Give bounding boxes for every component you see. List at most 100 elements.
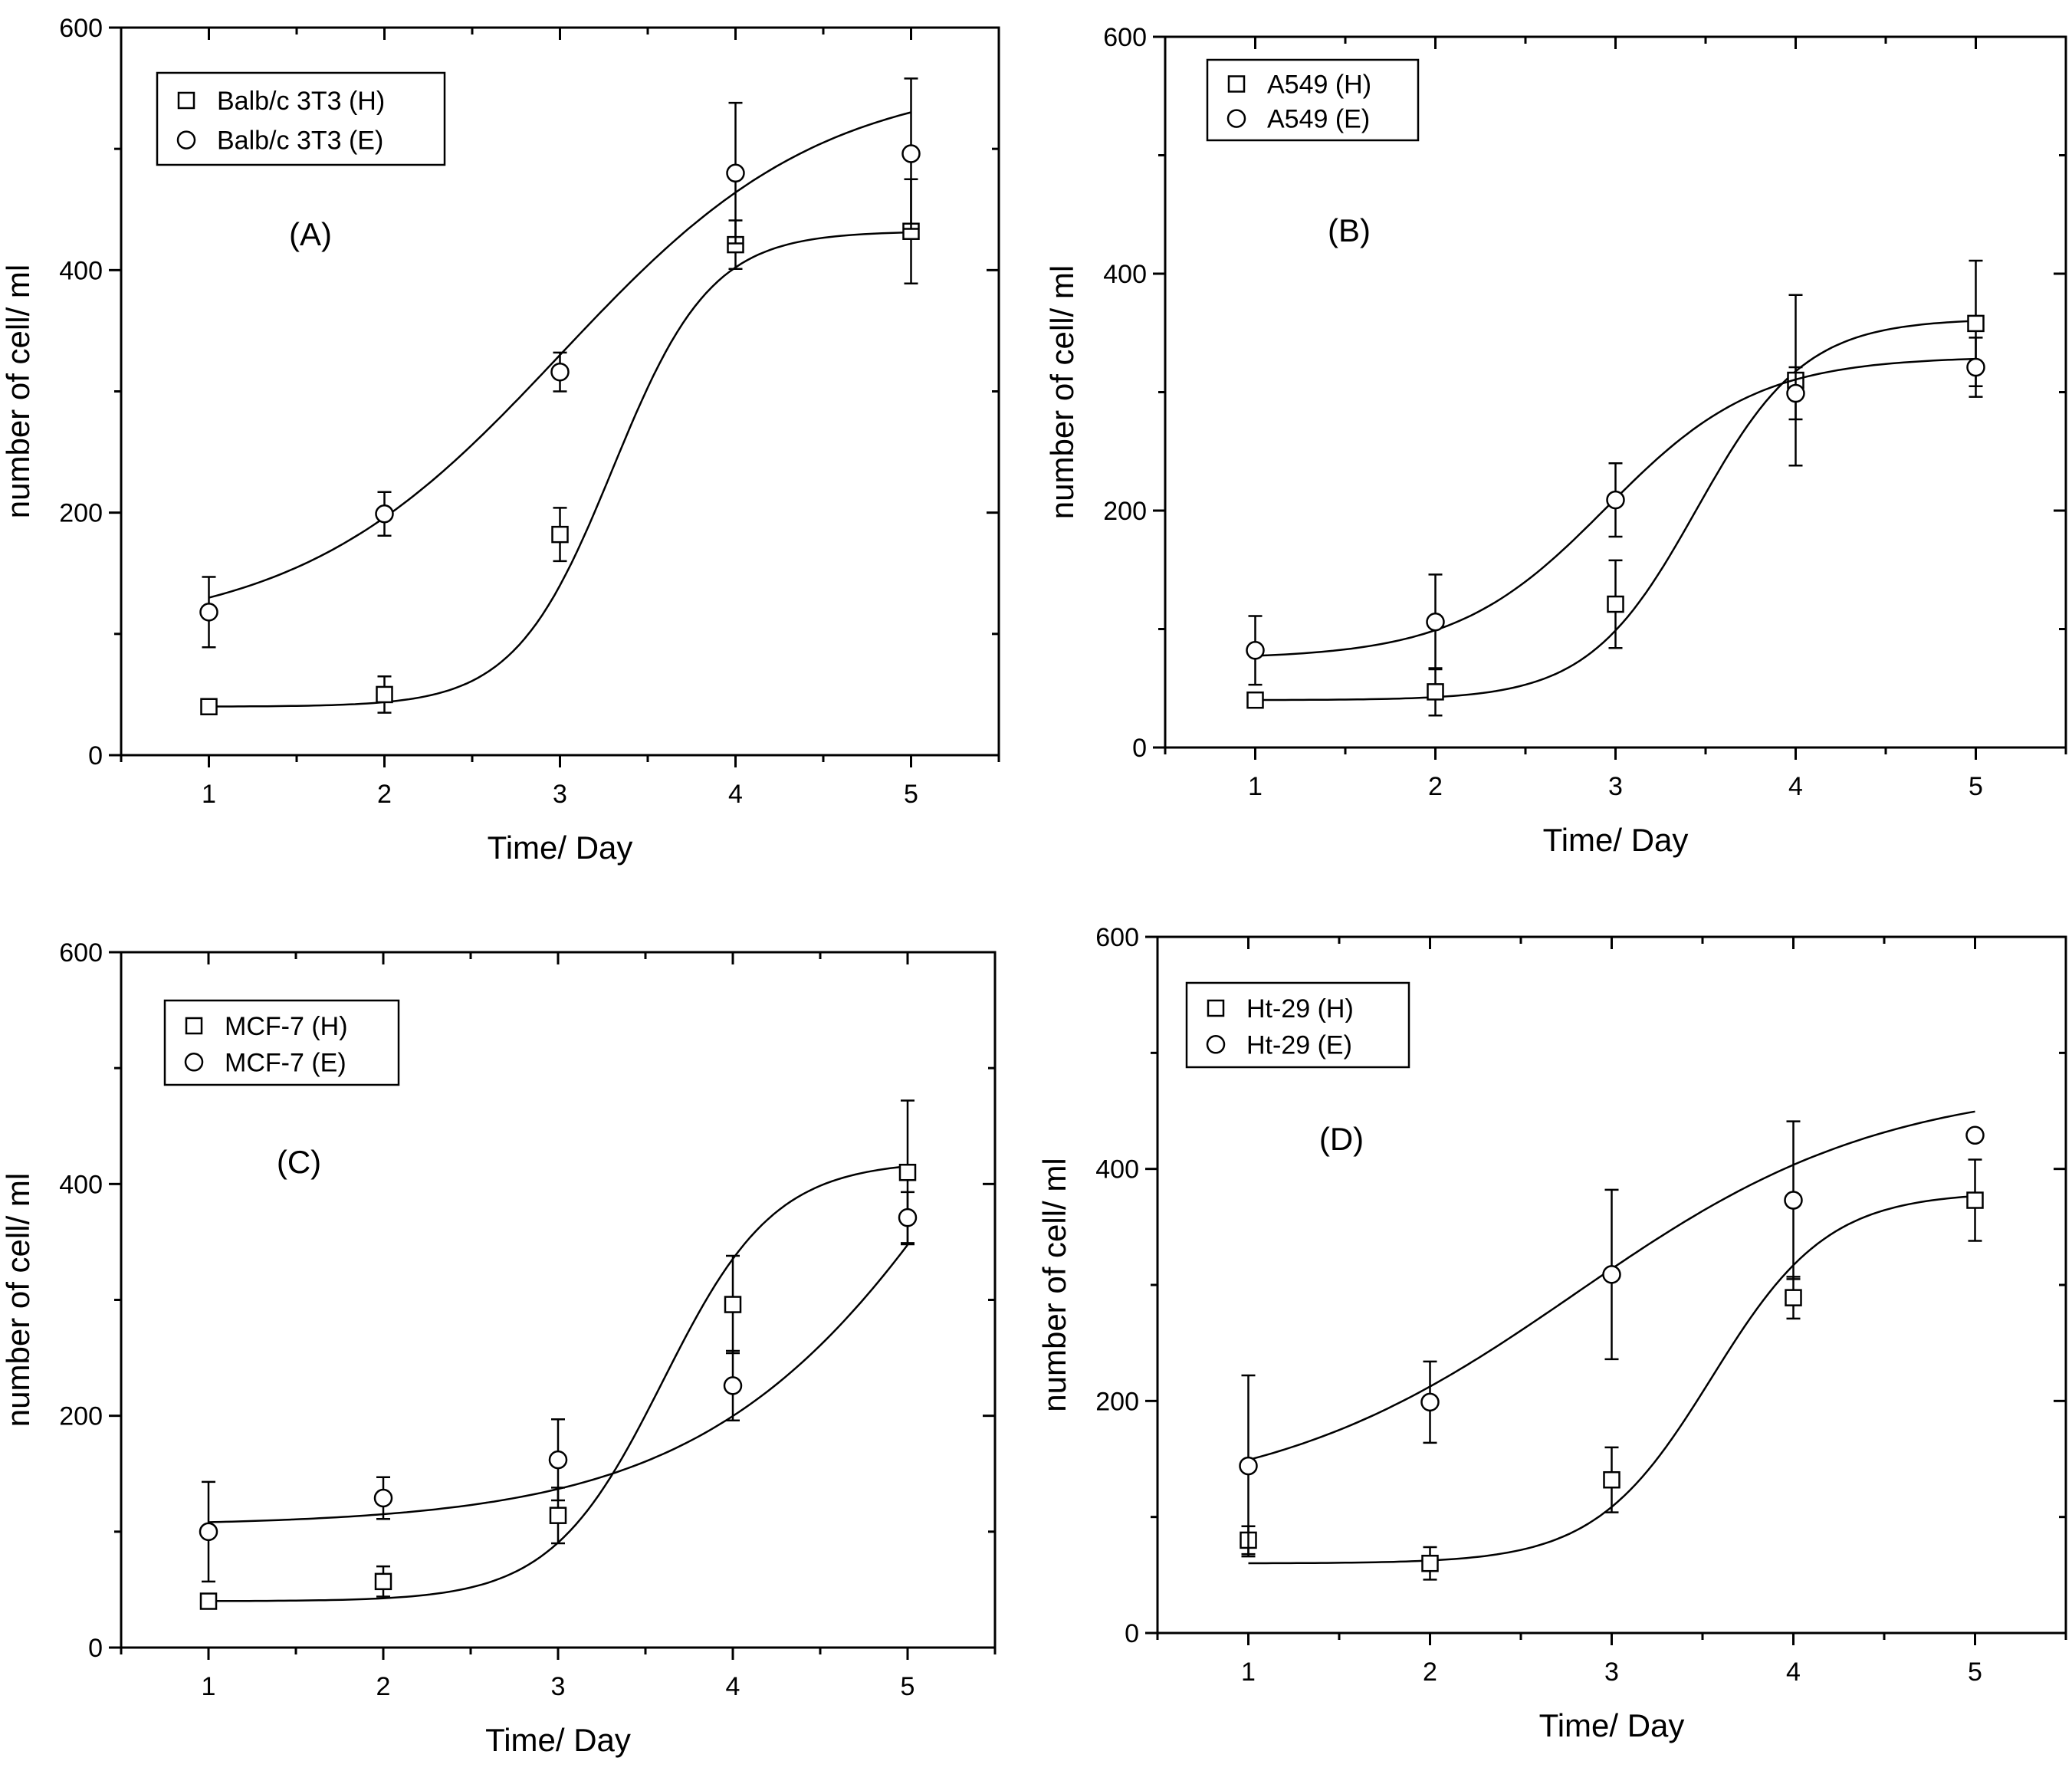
y-tick-label: 400 [59,256,103,285]
data-point [375,504,394,524]
data-point [374,1572,392,1591]
legend-marker [185,1017,203,1035]
y-axis-title: number of cell/ ml [1036,1158,1072,1411]
x-tick-label: 1 [1248,772,1263,801]
series-e [199,1191,918,1583]
y-tick-label: 200 [59,499,103,528]
y-axis-title: number of cell/ ml [0,1173,36,1427]
data-point [724,1296,742,1313]
series-h [1246,259,1985,717]
legend-label: MCF-7 (E) [225,1048,346,1077]
data-point [1965,1125,1985,1145]
data-point [1784,1191,1803,1210]
y-tick-label: 400 [59,1170,103,1199]
series-e [199,77,921,649]
panel-label: (A) [289,216,332,252]
data-point [1606,490,1625,510]
legend-box [156,71,446,166]
x-tick-label: 5 [901,1672,915,1701]
data-point [1421,1554,1439,1572]
legend-marker [184,1053,204,1072]
data-point [550,362,570,382]
data-point [898,1208,918,1227]
x-axis-title: Time/ Day [488,830,633,866]
x-tick-label: 1 [202,780,216,809]
legend-marker [1206,1035,1226,1054]
legend-marker [1227,75,1246,93]
panel-label: (C) [277,1144,321,1180]
legend-box [1185,981,1410,1069]
data-point [1426,612,1445,632]
x-tick-label: 4 [1788,772,1803,801]
data-point [723,1376,743,1395]
data-point [1239,1456,1258,1476]
data-point [1246,691,1264,709]
x-tick-label: 5 [1968,1658,1982,1687]
x-tick-label: 1 [1241,1658,1256,1687]
y-tick-label: 200 [1095,1387,1139,1416]
data-point [898,1163,917,1181]
y-tick-label: 0 [1125,1619,1139,1648]
data-point [1966,1191,1984,1209]
y-tick-label: 0 [88,741,103,770]
data-point [901,144,921,163]
data-point [199,603,218,622]
x-tick-label: 4 [728,780,743,809]
data-point [200,698,218,715]
y-tick-label: 200 [1103,497,1147,526]
legend: MCF-7 (H) MCF-7 (E) [163,999,400,1086]
legend-marker [177,91,195,110]
y-axis-title: number of cell/ ml [0,264,36,518]
data-point [726,163,745,183]
x-tick-label: 4 [1786,1658,1801,1687]
y-tick-label: 200 [59,1402,103,1431]
panel-a: 1 2 3 4 5 0 200 400 600 Time/ Day number of cell/ … [0,14,1000,866]
x-tick-label: 4 [726,1672,740,1701]
legend: Ht-29 (H) Ht-29 (E) [1185,981,1410,1069]
series-h [200,178,920,715]
panel-label: (D) [1319,1121,1364,1157]
x-tick-label: 5 [904,780,918,809]
panel-b: 1 2 3 4 5 0 200 400 600 Time/ Day number of cell/ … [1044,23,2067,858]
data-point [1966,357,1985,377]
legend: Balb/c 3T3 (H) Balb/c 3T3 (E) [156,71,446,166]
legend-label: A549 (E) [1267,105,1370,134]
data-point [1786,383,1805,403]
x-tick-label: 2 [1428,772,1443,801]
legend-label: A549 (H) [1267,71,1371,100]
panel-c: 1 2 3 4 5 0 200 400 600 Time/ Day number of cell/ … [0,938,997,1758]
series-e [1246,337,1985,686]
legend-marker [1207,999,1225,1017]
data-point [1420,1392,1440,1412]
x-tick-label: 3 [551,1672,566,1701]
y-tick-label: 400 [1095,1155,1139,1184]
data-point [1967,314,1985,333]
x-tick-label: 3 [1608,772,1623,801]
legend-label: Balb/c 3T3 (H) [217,87,385,116]
y-tick-label: 600 [1095,923,1139,952]
series-e [1239,1110,1985,1558]
x-tick-label: 1 [202,1672,216,1701]
data-point [1246,641,1265,660]
x-tick-label: 3 [553,780,567,809]
data-point [1785,1289,1802,1306]
data-point [373,1488,393,1508]
y-tick-label: 0 [88,1634,103,1663]
legend-label: Ht-29 (H) [1246,994,1354,1024]
x-tick-label: 5 [1969,772,1983,801]
data-point [199,1522,218,1542]
y-tick-label: 0 [1132,734,1147,763]
x-axis-title: Time/ Day [485,1722,631,1758]
x-axis-title: Time/ Day [1539,1707,1685,1743]
legend-label: Ht-29 (E) [1246,1030,1352,1060]
data-point [376,685,393,704]
legend-box [163,999,400,1086]
series-h [1240,1158,1984,1581]
data-point [1602,1265,1621,1284]
y-tick-label: 400 [1103,260,1147,289]
data-point [548,1450,568,1470]
legend-marker [176,130,196,150]
panel-d: 1 2 3 4 5 0 200 400 600 Time/ Day number of cell/ … [1036,923,2067,1743]
fit-curve [209,231,911,708]
